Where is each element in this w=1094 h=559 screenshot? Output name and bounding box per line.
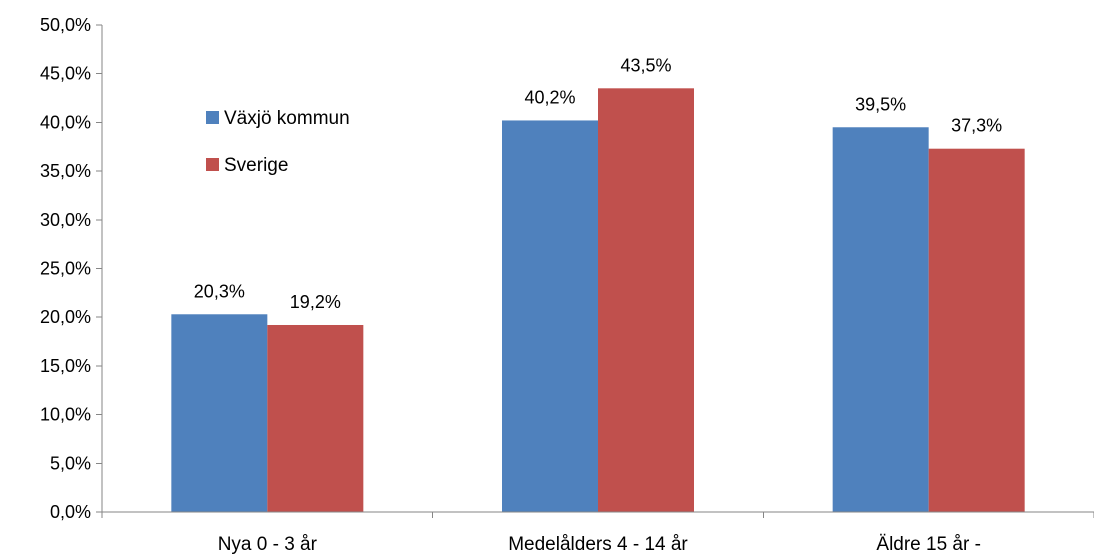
data-label-series-0: 20,3% bbox=[194, 281, 245, 301]
y-tick-label: 50,0% bbox=[40, 15, 91, 35]
category-labels: Nya 0 - 3 år Medelålders 4 - 14 år Äldre 1… bbox=[218, 534, 981, 555]
legend-label-0: Växjö kommun bbox=[224, 108, 350, 129]
data-label-series-0: 39,5% bbox=[855, 94, 906, 114]
bar-series-0 bbox=[832, 127, 929, 513]
bar-series-0 bbox=[502, 120, 598, 513]
bar-series-0 bbox=[171, 314, 268, 512]
legend: Växjö kommun Sverige bbox=[206, 108, 350, 176]
legend-item-1: Sverige bbox=[206, 155, 288, 176]
bar-series-1 bbox=[598, 88, 694, 512]
legend-swatch-1 bbox=[206, 158, 219, 171]
y-tick-label: 25,0% bbox=[40, 259, 91, 279]
y-tick-label: 35,0% bbox=[40, 161, 91, 181]
legend-item-0: Växjö kommun bbox=[206, 108, 350, 129]
legend-swatch-0 bbox=[206, 111, 219, 124]
category-label: Äldre 15 år - bbox=[876, 534, 981, 555]
x-axis-ticks bbox=[101, 512, 1094, 518]
y-tick-label: 45,0% bbox=[40, 64, 91, 84]
y-tick-label: 0,0% bbox=[50, 502, 91, 522]
legend-label-1: Sverige bbox=[224, 155, 288, 176]
data-label-series-1: 37,3% bbox=[951, 116, 1002, 136]
y-tick-label: 10,0% bbox=[40, 405, 91, 425]
bars bbox=[171, 88, 1025, 513]
y-tick-label: 15,0% bbox=[40, 356, 91, 376]
category-label: Nya 0 - 3 år bbox=[218, 534, 318, 555]
y-tick-label: 20,0% bbox=[40, 307, 91, 327]
y-tick-label: 5,0% bbox=[50, 453, 91, 473]
bar-series-1 bbox=[267, 324, 364, 512]
data-label-series-0: 40,2% bbox=[524, 87, 575, 107]
y-tick-label: 40,0% bbox=[40, 112, 91, 132]
data-label-series-1: 43,5% bbox=[620, 55, 671, 75]
y-tick-label: 30,0% bbox=[40, 210, 91, 230]
data-label-series-1: 19,2% bbox=[290, 292, 341, 312]
category-label: Medelålders 4 - 14 år bbox=[508, 534, 688, 555]
y-axis-ticks: 0,0% 5,0% 10,0% 15,0% 20,0% 25,0% 30,0% 35,0% 40… bbox=[40, 15, 102, 522]
bar-series-1 bbox=[928, 148, 1025, 512]
data-labels: 20,3% 19,2% 40,2% 43,5% 39,5% 37,3% bbox=[194, 55, 1002, 312]
